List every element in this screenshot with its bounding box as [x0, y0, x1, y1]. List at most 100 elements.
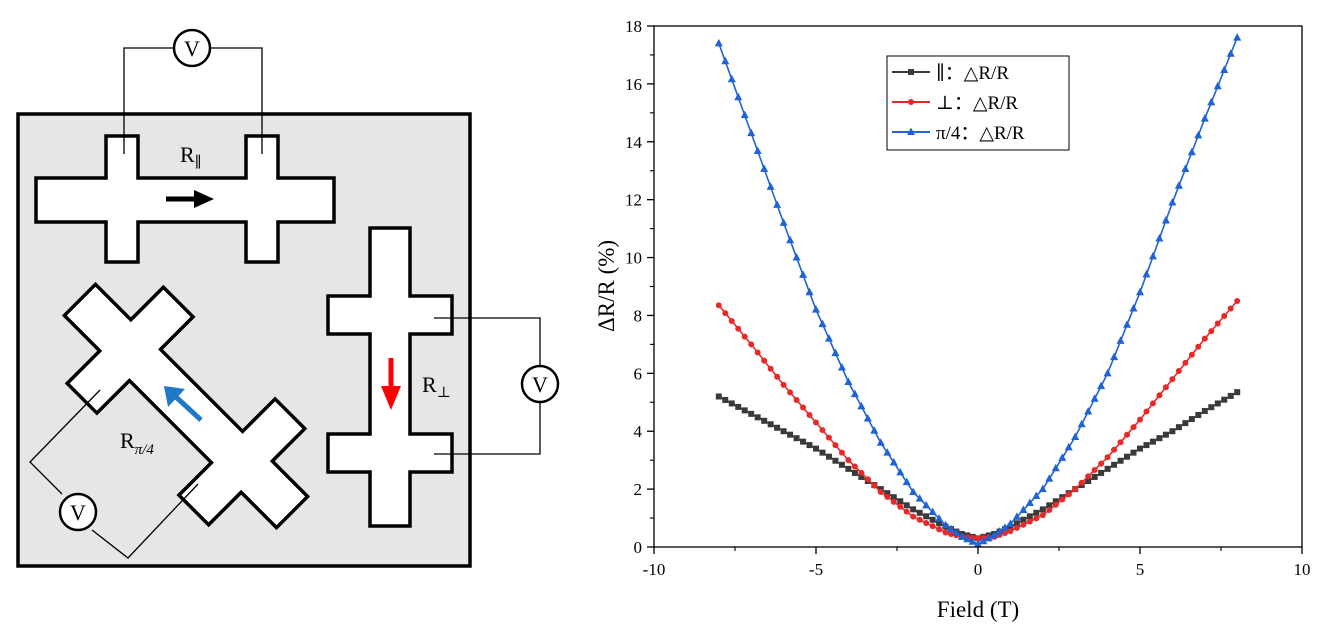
data-point: [741, 333, 748, 340]
data-point: [741, 407, 748, 414]
data-point: [948, 530, 954, 537]
data-point: [1124, 431, 1131, 438]
data-point: [979, 536, 988, 545]
data-point: [883, 448, 892, 456]
data-point: [968, 537, 977, 545]
data-point: [766, 182, 775, 190]
arrow-parallel-head: [194, 190, 214, 208]
data-point: [1012, 512, 1021, 520]
data-point: [1182, 420, 1189, 427]
data-point: [787, 389, 794, 396]
data-point: [1201, 335, 1208, 342]
legend-marker: [908, 99, 914, 105]
data-point: [1046, 506, 1053, 513]
data-point: [774, 424, 781, 431]
data-point: [1123, 320, 1132, 328]
data-point: [831, 348, 840, 357]
data-point: [767, 421, 774, 428]
wire-parallel: [123, 47, 174, 154]
data-point: [761, 357, 768, 364]
data-point: [889, 457, 898, 466]
data-point: [1052, 498, 1059, 505]
arrow-perpendicular-head: [381, 386, 401, 410]
data-point: [1175, 424, 1182, 431]
data-point: [824, 334, 833, 342]
data-point: [957, 532, 966, 540]
data-point: [884, 490, 891, 497]
data-point: [903, 508, 910, 515]
data-point: [734, 92, 743, 101]
y-tick-label: 18: [625, 17, 642, 36]
data-point: [1201, 407, 1208, 414]
legend-label: ∥：△R/R: [936, 63, 1009, 84]
data-point: [1006, 519, 1015, 527]
data-point: [832, 457, 839, 464]
data-point: [1124, 453, 1131, 460]
magnetoresistance-chart: -10 -5 0 5 10 0 2 4 6 8 10 12 14 16 18 Field (T) ΔR/R…: [594, 17, 1311, 622]
data-point: [838, 461, 845, 468]
data-point: [1020, 521, 1027, 528]
data-point: [1129, 303, 1138, 312]
y-axis-label: ΔR/R (%): [594, 240, 619, 332]
data-point: [884, 493, 891, 500]
data-point: [1039, 506, 1046, 513]
data-point: [1111, 446, 1118, 453]
data-point: [825, 434, 832, 441]
data-point: [1181, 164, 1190, 172]
data-point: [1117, 439, 1124, 446]
data-point: [800, 438, 807, 445]
data-point: [1233, 33, 1242, 41]
data-point: [838, 449, 845, 456]
data-point: [876, 438, 885, 446]
data-point: [740, 110, 749, 119]
data-point: [990, 530, 999, 539]
data-point: [1103, 368, 1112, 377]
data-point: [1098, 460, 1105, 467]
data-point: [1221, 396, 1228, 403]
data-point: [806, 442, 813, 449]
data-point: [910, 513, 917, 520]
data-point: [1227, 305, 1234, 312]
data-point: [715, 302, 722, 309]
wire-perpendicular-bottom: [434, 402, 541, 455]
data-point: [735, 325, 742, 332]
y-tick-label: 14: [625, 133, 643, 152]
data-point: [1071, 432, 1080, 441]
voltmeter-parallel-symbol: V: [184, 36, 200, 61]
data-point: [1226, 49, 1235, 57]
data-point: [1039, 512, 1046, 519]
plot-marks: [714, 33, 1242, 548]
data-point: [1033, 515, 1040, 522]
data-point: [923, 513, 930, 520]
series-line: [718, 391, 1238, 540]
data-point: [799, 270, 808, 278]
data-point: [935, 514, 944, 522]
label-r-parallel: R∥: [180, 142, 202, 171]
data-point: [922, 500, 931, 509]
data-point: [942, 529, 949, 536]
data-point: [792, 253, 801, 261]
data-point: [1059, 496, 1066, 503]
y-tick-label: 2: [634, 480, 643, 499]
data-point: [1116, 336, 1125, 344]
data-point: [1143, 442, 1150, 449]
data-point: [1046, 502, 1053, 509]
data-point: [1234, 297, 1241, 304]
data-point: [1033, 509, 1040, 516]
data-point: [1156, 435, 1163, 442]
label-r-perpendicular: R⊥: [422, 372, 451, 401]
legend-marker: [907, 127, 915, 135]
data-point: [1169, 428, 1176, 435]
data-point: [812, 305, 820, 313]
data-point: [767, 365, 774, 372]
data-point: [974, 539, 982, 548]
data-point: [754, 349, 761, 356]
data-point: [747, 128, 756, 137]
data-point: [1155, 233, 1164, 242]
data-point: [1208, 328, 1215, 335]
data-point: [1188, 351, 1195, 358]
data-point: [1045, 474, 1054, 482]
data-point: [1207, 97, 1216, 106]
data-point: [1111, 461, 1118, 468]
